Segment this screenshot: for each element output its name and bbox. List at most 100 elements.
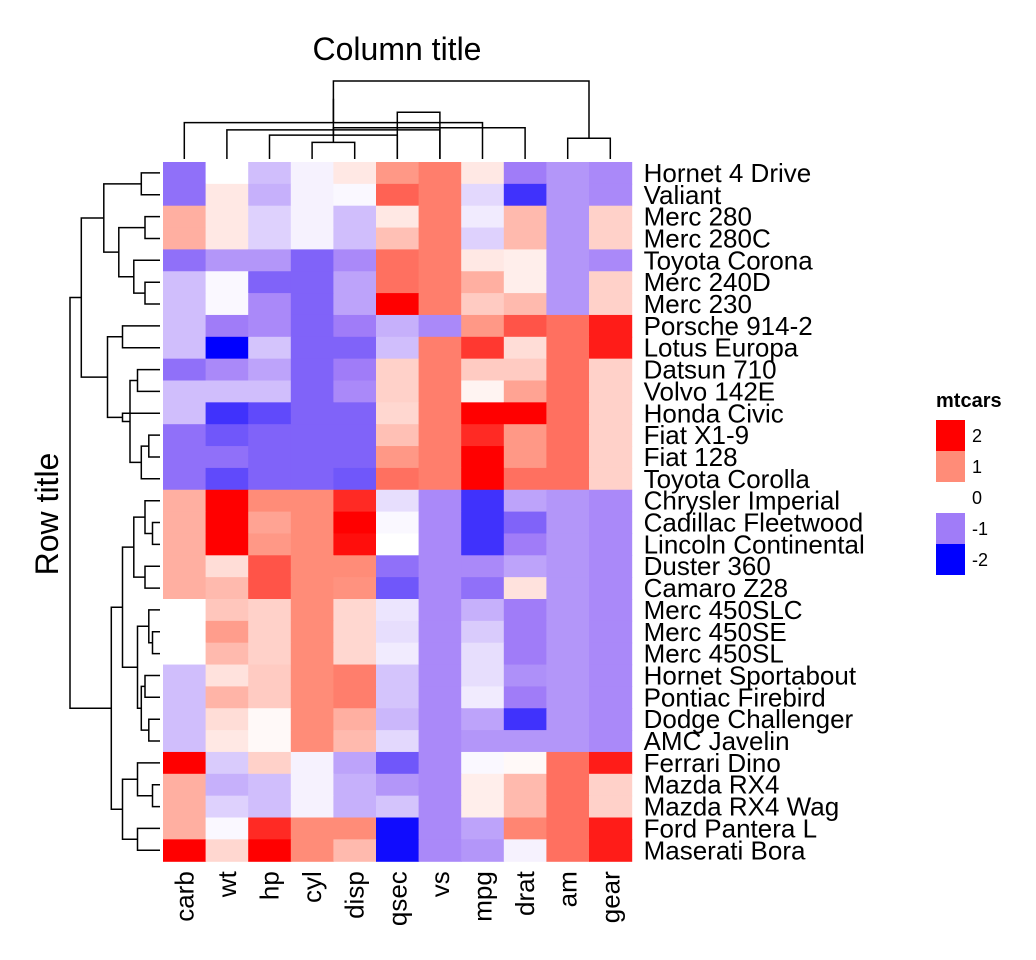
- row-label: Ferrari Dino: [644, 748, 781, 778]
- heatmap-cell: [461, 555, 505, 578]
- heatmap-cell: [589, 205, 633, 229]
- heatmap-cell: [290, 555, 334, 578]
- heatmap-cell: [376, 708, 420, 731]
- heatmap-cell: [205, 642, 249, 666]
- heatmap-cell: [290, 227, 334, 250]
- legend: mtcars 2 1 0 -1 -2: [936, 390, 1002, 575]
- heatmap-cell: [418, 599, 462, 622]
- heatmap-cell: [248, 249, 292, 272]
- heatmap-cell: [546, 751, 590, 775]
- heatmap-cell: [205, 620, 249, 644]
- heatmap-cell: [589, 577, 633, 600]
- row-label: Hornet Sportabout: [644, 660, 857, 690]
- heatmap-cell: [589, 402, 633, 425]
- column-label: drat: [510, 870, 540, 916]
- heatmap-cell: [376, 336, 420, 360]
- heatmap-cell: [546, 839, 590, 862]
- heatmap-cell: [163, 686, 207, 709]
- heatmap-cell: [546, 162, 590, 185]
- heatmap-cell: [163, 271, 207, 294]
- heatmap-cell: [248, 467, 292, 491]
- dendrogram-branch: [566, 137, 612, 159]
- heatmap-cell: [333, 511, 377, 535]
- heatmap-cell: [205, 380, 249, 403]
- heatmap-cell: [248, 489, 292, 513]
- legend-title: mtcars: [936, 390, 1002, 412]
- heatmap-cell: [163, 511, 207, 535]
- column-label: hp: [255, 871, 285, 900]
- heatmap-cell: [333, 271, 377, 294]
- heatmap-cell: [418, 314, 462, 338]
- heatmap-cell: [589, 686, 633, 709]
- heatmap-cell: [503, 446, 547, 469]
- heatmap-cell: [503, 467, 547, 491]
- column-label: qsec: [382, 871, 412, 926]
- column-labels: carb wt hp cyl disp qsec vs mpg drat am gear: [169, 870, 625, 926]
- heatmap-cell: [546, 227, 590, 250]
- heatmap-cell: [503, 424, 547, 447]
- heatmap-cell: [290, 511, 334, 535]
- heatmap-cell: [589, 599, 633, 622]
- heatmap-cell: [589, 555, 633, 578]
- heatmap-cell: [418, 686, 462, 709]
- heatmap-cell: [163, 467, 207, 491]
- heatmap-cell: [163, 162, 207, 185]
- heatmap-cell: [503, 730, 547, 753]
- heatmap-cell: [546, 336, 590, 360]
- heatmap-cell: [163, 358, 207, 382]
- dendrogram-branch: [106, 336, 123, 419]
- heatmap-cell: [503, 664, 547, 687]
- heatmap-cell: [248, 708, 292, 731]
- heatmap-cell: [376, 314, 420, 338]
- heatmap-cell: [290, 577, 334, 600]
- heatmap-cell: [546, 642, 590, 666]
- dendrogram-branch: [144, 674, 160, 699]
- heatmap-cell: [205, 686, 249, 709]
- heatmap-cell: [461, 162, 505, 185]
- row-label: Fiat 128: [644, 442, 738, 472]
- row-label: Cadillac Fleetwood: [644, 508, 864, 538]
- row-label: Datsun 710: [644, 355, 777, 385]
- heatmap-cell: [163, 620, 207, 644]
- row-label: Ford Pantera L: [644, 813, 817, 843]
- heatmap-cell: [461, 314, 505, 338]
- row-label: Toyota Corolla: [644, 464, 811, 494]
- heatmap-cell: [461, 642, 505, 666]
- heatmap-cell: [546, 533, 590, 556]
- heatmap-cell: [333, 380, 377, 403]
- heatmap-cell: [503, 402, 547, 425]
- row-label: Mazda RX4 Wag: [644, 792, 840, 822]
- heatmap-cell: [546, 577, 590, 600]
- row-label: Lotus Europa: [644, 333, 799, 363]
- heatmap-cell: [205, 162, 249, 185]
- heatmap-cell: [461, 511, 505, 535]
- heatmap-cell: [589, 293, 633, 316]
- column-label: disp: [340, 871, 370, 919]
- heatmap-cell: [589, 773, 633, 797]
- heatmap-cell: [205, 183, 249, 207]
- heatmap-cell: [503, 293, 547, 316]
- heatmap-cell: [205, 555, 249, 578]
- heatmap-cell: [248, 642, 292, 666]
- heatmap-cell: [205, 446, 249, 469]
- heatmap-cell: [205, 577, 249, 600]
- heatmap-cell: [418, 533, 462, 556]
- heatmap-cell: [290, 205, 334, 229]
- heatmap-cell: [461, 533, 505, 556]
- dendrogram-branch: [144, 565, 160, 589]
- heatmap-cell: [589, 708, 633, 731]
- heatmap-cell: [163, 773, 207, 797]
- heatmap-cell: [333, 402, 377, 425]
- heatmap-cell: [418, 293, 462, 316]
- heatmap-cell: [333, 751, 377, 775]
- legend-swatch: [936, 544, 965, 575]
- heatmap-cell: [503, 599, 547, 622]
- heatmap-cell: [163, 336, 207, 360]
- legend-label: -1: [972, 519, 988, 539]
- heatmap-cell: [205, 599, 249, 622]
- dendrogram-branch: [110, 606, 123, 811]
- legend-swatch: [936, 420, 965, 451]
- column-label: mpg: [468, 871, 498, 922]
- heatmap-cell: [248, 446, 292, 469]
- heatmap-cell: [503, 839, 547, 862]
